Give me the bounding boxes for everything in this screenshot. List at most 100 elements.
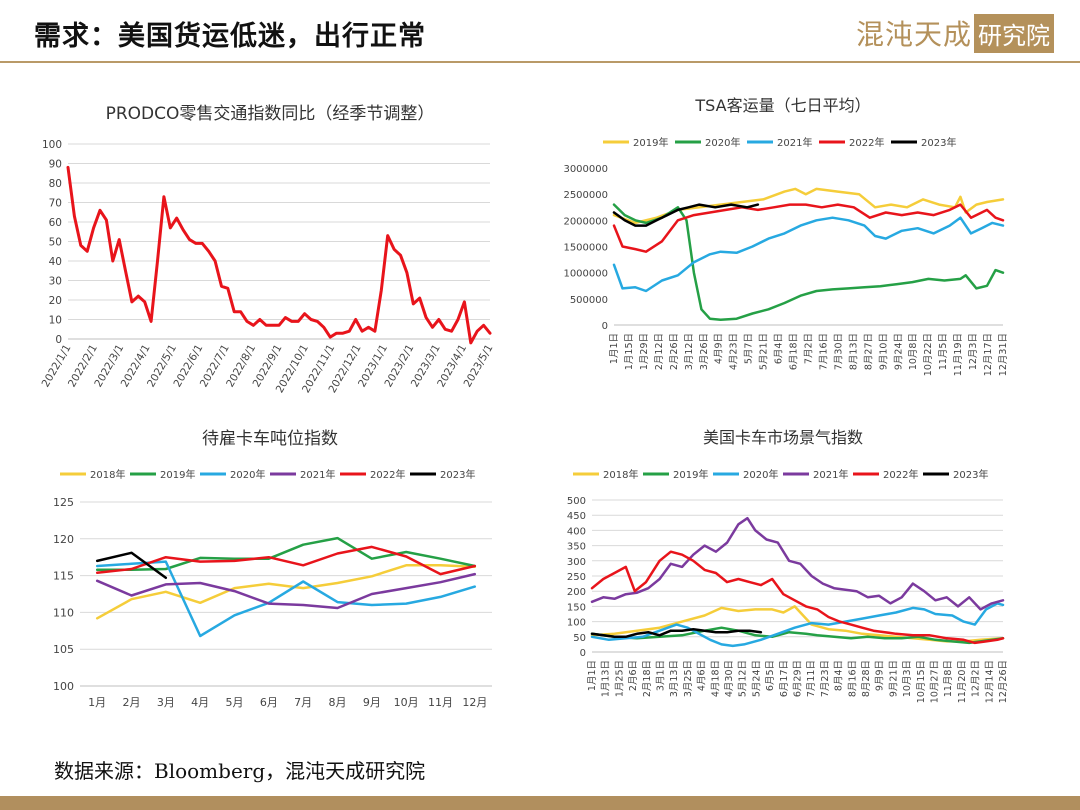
x-tick-label: 5月7日 xyxy=(744,333,755,364)
brand-logo: 混沌天成 研究院 xyxy=(856,13,1054,53)
x-tick-label: 8月13日 xyxy=(848,333,859,370)
series-line xyxy=(612,187,1005,225)
x-tick-label: 6月 xyxy=(260,696,278,709)
x-tick-label: 11月5日 xyxy=(938,333,949,370)
data-source: 数据来源：Bloomberg，混沌天成研究院 xyxy=(54,759,426,783)
x-tick-label: 2月18日 xyxy=(642,660,653,697)
y-tick-label: 10 xyxy=(49,315,62,327)
series-line xyxy=(590,627,763,639)
x-tick-label: 2月 xyxy=(123,696,141,709)
series-line xyxy=(590,602,1005,648)
legend-label: 2018年 xyxy=(603,468,638,481)
chart-title: TSA客运量（七日平均） xyxy=(694,96,870,115)
y-tick-label: 105 xyxy=(53,643,74,656)
legend-label: 2021年 xyxy=(777,136,812,149)
footer-bar xyxy=(0,796,1080,810)
x-tick-label: 12月17日 xyxy=(983,333,994,376)
x-tick-label: 7月 xyxy=(294,696,312,709)
y-tick-label: 150 xyxy=(567,602,586,613)
x-tick-label: 6月18日 xyxy=(789,333,800,370)
y-tick-label: 250 xyxy=(567,572,586,583)
x-tick-label: 7月2日 xyxy=(804,333,815,364)
x-tick-label: 8月28日 xyxy=(861,660,872,697)
x-tick-label: 11月 xyxy=(428,696,453,709)
x-tick-label: 6月17日 xyxy=(779,660,790,697)
x-tick-label: 5月12日 xyxy=(738,660,749,697)
y-tick-label: 300 xyxy=(567,557,586,568)
page-title: 需求：美国货运低迷，出行正常 xyxy=(34,21,426,52)
x-tick-label: 8月27日 xyxy=(863,333,874,370)
y-tick-label: 100 xyxy=(567,618,586,629)
x-tick-label: 11月20日 xyxy=(957,660,968,703)
y-tick-label: 0 xyxy=(55,334,62,346)
series-line xyxy=(95,572,477,610)
series-line xyxy=(612,203,760,227)
chart-truck-market: 美国卡车市场景气指数 0 50 100 150 200 250 300 350 400 450 500… xyxy=(567,428,1009,703)
x-tick-label: 6月29日 xyxy=(793,660,804,697)
x-tick-label: 4月23日 xyxy=(729,333,740,370)
y-tick-label: 80 xyxy=(49,178,62,190)
chart-title: 待雇卡车吨位指数 xyxy=(202,429,338,449)
legend-label: 2021年 xyxy=(813,468,848,481)
x-tick-label: 5月21日 xyxy=(759,333,770,370)
legend-label: 2023年 xyxy=(921,136,956,149)
legend-label: 2022年 xyxy=(883,468,918,481)
y-tick-label: 500000 xyxy=(570,295,608,306)
x-tick-label: 8月 xyxy=(329,696,347,709)
y-tick-label: 125 xyxy=(53,496,74,509)
x-tick-label: 3月 xyxy=(157,696,175,709)
x-tick-label: 3月13日 xyxy=(669,660,680,697)
x-tick-label: 10月8日 xyxy=(908,333,919,370)
x-tick-label: 11月19日 xyxy=(953,333,964,376)
y-tick-label: 350 xyxy=(567,542,586,553)
x-tick-label: 10月27日 xyxy=(930,660,941,703)
y-tick-label: 2500000 xyxy=(563,190,608,201)
y-tick-label: 70 xyxy=(49,198,62,210)
x-tick-label: 2月26日 xyxy=(669,333,680,370)
x-tick-label: 8月16日 xyxy=(847,660,858,697)
x-tick-label: 12月2日 xyxy=(971,660,982,697)
legend-label: 2022年 xyxy=(849,136,884,149)
series-line xyxy=(95,560,477,638)
y-tick-label: 400 xyxy=(567,526,586,537)
series-line xyxy=(66,165,492,345)
x-tick-label: 11月8日 xyxy=(943,660,954,697)
y-tick-label: 120 xyxy=(53,533,74,546)
chart-title: PRODCO零售交通指数同比（经季节调整） xyxy=(106,104,435,124)
series-line xyxy=(95,564,477,620)
x-tick-label: 12月14日 xyxy=(984,660,995,703)
x-tick-label: 4月6日 xyxy=(697,660,708,691)
legend-label: 2019年 xyxy=(160,468,195,481)
series-line xyxy=(612,203,1005,253)
y-tick-label: 450 xyxy=(567,511,586,522)
x-tick-label: 1月1日 xyxy=(587,660,598,691)
y-tick-label: 90 xyxy=(49,159,62,171)
x-tick-label: 5月24日 xyxy=(751,660,762,697)
x-tick-label: 3月26日 xyxy=(699,333,710,370)
y-tick-label: 100 xyxy=(42,139,62,151)
legend-label: 2023年 xyxy=(440,468,475,481)
y-tick-label: 60 xyxy=(49,217,62,229)
series-line xyxy=(612,203,1005,322)
legend-label: 2019年 xyxy=(673,468,708,481)
x-tick-label: 6月4日 xyxy=(774,333,785,364)
y-tick-label: 2000000 xyxy=(563,216,608,227)
brand-logo-box: 研究院 xyxy=(974,13,1054,53)
legend-label: 2020年 xyxy=(230,468,265,481)
legend-label: 2023年 xyxy=(953,468,988,481)
series-line xyxy=(590,550,1005,645)
x-tick-label: 10月15日 xyxy=(916,660,927,703)
x-tick-label: 8月4日 xyxy=(834,660,845,691)
series-line xyxy=(95,545,477,576)
chart-tsa: TSA客运量（七日平均） 0 500000 1000000 1500000 2000000… xyxy=(563,96,1009,376)
legend-label: 2020年 xyxy=(705,136,740,149)
x-tick-label: 12月26日 xyxy=(998,660,1009,703)
x-tick-label: 4月 xyxy=(191,696,209,709)
y-tick-label: 3000000 xyxy=(563,164,608,175)
y-tick-label: 500 xyxy=(567,496,586,507)
legend-label: 2018年 xyxy=(90,468,125,481)
y-tick-label: 50 xyxy=(573,633,586,644)
x-tick-label: 3月12日 xyxy=(684,333,695,370)
x-tick-label: 2月6日 xyxy=(628,660,639,691)
series-line xyxy=(590,626,1005,645)
